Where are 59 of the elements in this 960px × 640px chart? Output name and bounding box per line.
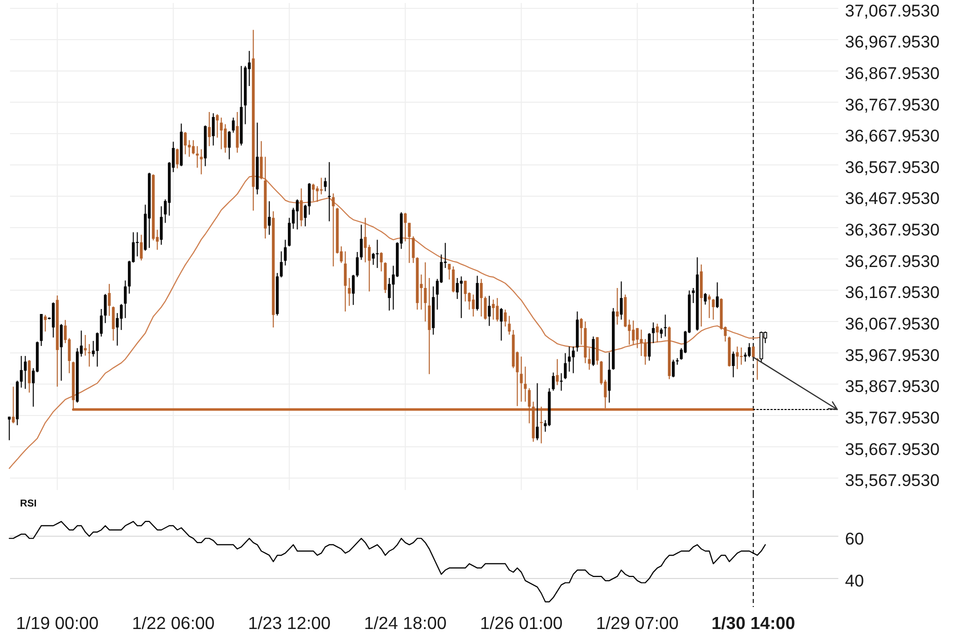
candlestick bbox=[328, 162, 331, 222]
candlestick bbox=[44, 314, 47, 332]
candlestick bbox=[456, 277, 459, 300]
candlestick bbox=[88, 344, 91, 368]
y-tick-label: 35,767.9530 bbox=[845, 408, 940, 428]
candlestick bbox=[332, 192, 335, 267]
y-tick-label: 36,967.9530 bbox=[845, 32, 940, 52]
candlestick bbox=[192, 140, 195, 155]
x-tick-label: 1/19 00:00 bbox=[16, 613, 99, 633]
candlestick bbox=[108, 283, 111, 316]
y-tick-label: 36,367.9530 bbox=[845, 220, 940, 240]
y-tick-label: 36,867.9530 bbox=[845, 64, 940, 83]
y-tick-label: 36,767.9530 bbox=[845, 95, 940, 114]
candlestick bbox=[736, 346, 739, 370]
candlestick bbox=[12, 386, 15, 424]
candlestick bbox=[196, 146, 199, 168]
y-tick-label: 36,667.9530 bbox=[845, 126, 940, 146]
y-tick-label: 37,067.9530 bbox=[845, 1, 940, 20]
candlestick bbox=[656, 323, 659, 343]
x-tick-label: 1/29 07:00 bbox=[596, 613, 679, 633]
candlestick bbox=[560, 372, 563, 392]
candlestick bbox=[84, 334, 87, 356]
candlestick bbox=[344, 250, 347, 312]
candlestick bbox=[184, 132, 187, 155]
y-tick-label: 35,567.9530 bbox=[845, 471, 940, 490]
y-tick-label: 35,667.9530 bbox=[845, 440, 940, 459]
candlestick bbox=[648, 332, 651, 362]
y-tick-label: 36,267.9530 bbox=[845, 252, 940, 271]
candlestick bbox=[664, 314, 667, 338]
candlestick bbox=[216, 114, 219, 138]
x-tick-label: 1/26 01:00 bbox=[480, 613, 563, 633]
y-tick-label: 35,967.9530 bbox=[845, 346, 940, 365]
candlestick bbox=[324, 177, 327, 192]
candlestick bbox=[376, 239, 379, 268]
candlestick bbox=[380, 252, 383, 272]
y-tick-label: 40 bbox=[845, 572, 864, 591]
y-tick-label: 35,867.9530 bbox=[845, 377, 940, 396]
candlestick bbox=[748, 342, 751, 358]
candlestick bbox=[220, 117, 223, 150]
chart-title: RSI bbox=[20, 498, 37, 510]
x-tick-label: 1/23 12:00 bbox=[248, 613, 331, 633]
candlestick bbox=[160, 206, 163, 246]
x-tick-label: 1/24 18:00 bbox=[364, 613, 447, 633]
candlestick bbox=[308, 182, 311, 216]
x-tick-label: 1/22 06:00 bbox=[132, 613, 215, 633]
y-tick-label: 36,567.9530 bbox=[845, 158, 940, 177]
candlestick bbox=[536, 382, 539, 441]
x-tick-label: 1/30 14:00 bbox=[711, 613, 796, 633]
candlestick bbox=[588, 348, 591, 370]
candlestick bbox=[280, 250, 283, 278]
y-tick-label: 36,467.9530 bbox=[845, 189, 940, 208]
candlestick bbox=[740, 347, 743, 366]
y-tick-label: 36,067.9530 bbox=[845, 314, 940, 334]
y-tick-label: 36,167.9530 bbox=[845, 283, 940, 302]
y-tick-label: 60 bbox=[845, 529, 864, 548]
candlestick bbox=[404, 212, 407, 242]
candlestick bbox=[508, 315, 511, 336]
candlestick bbox=[472, 294, 475, 317]
candlestick bbox=[8, 416, 11, 441]
